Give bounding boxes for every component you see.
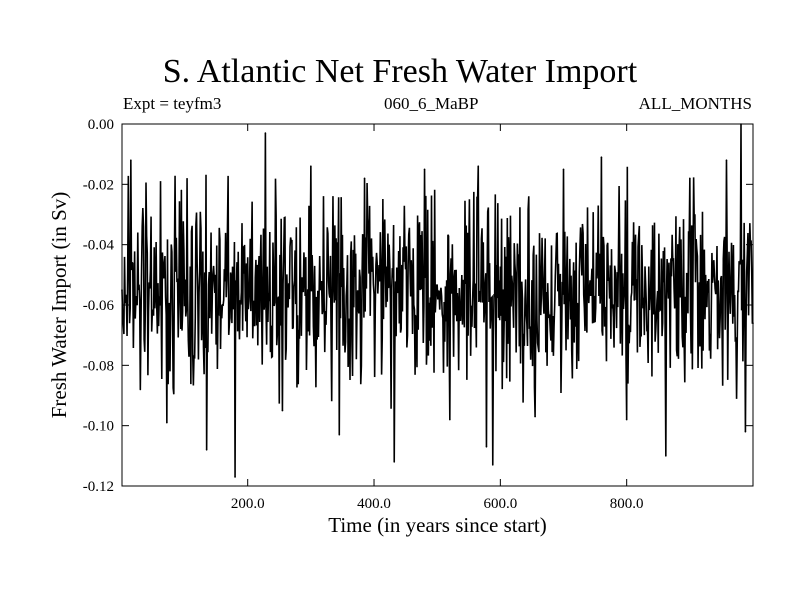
data-point (744, 430, 747, 433)
data-point (205, 449, 208, 451)
data-point (166, 421, 168, 424)
months-label: ALL_MONTHS (638, 94, 752, 113)
data-point (600, 156, 603, 158)
data-point (180, 189, 183, 192)
y-tick-label: -0.12 (83, 479, 114, 495)
y-axis-label: Fresh Water Import (in Sv) (47, 192, 71, 419)
plot-layer (121, 123, 754, 478)
data-point (139, 388, 142, 391)
x-tick-label: 200.0 (231, 496, 265, 512)
data-point (310, 165, 312, 168)
x-tick-label: 800.0 (610, 496, 644, 512)
y-tick-label: 0.00 (88, 117, 114, 133)
data-point (363, 177, 366, 180)
data-point (130, 159, 132, 161)
data-point (393, 461, 396, 463)
data-point (665, 455, 667, 457)
run-label: 060_6_MaBP (384, 94, 479, 113)
data-point (562, 168, 565, 171)
data-point (264, 132, 267, 134)
data-point (234, 476, 236, 478)
y-tick-label: -0.02 (83, 177, 114, 193)
x-tick-label: 400.0 (357, 496, 391, 512)
data-point (491, 464, 494, 466)
data-point (625, 418, 628, 421)
data-point (281, 409, 284, 412)
x-axis-label: Time (in years since start) (328, 513, 547, 537)
y-tick-label: -0.10 (83, 419, 114, 435)
axes-layer: 0.00 -0.02 -0.04 -0.06 -0.08 -0.10 -0.12 200.0 4… (83, 117, 753, 512)
y-tick-label: -0.04 (83, 238, 115, 254)
data-point (449, 418, 451, 421)
data-point (689, 177, 691, 180)
x-tick-label: 600.0 (483, 496, 517, 512)
data-point (534, 415, 536, 418)
data-point (477, 165, 480, 168)
data-point (338, 433, 341, 436)
data-point (485, 445, 488, 448)
chart-title: S. Atlantic Net Fresh Water Import (162, 53, 638, 90)
y-tick-label: -0.06 (83, 298, 115, 314)
data-point (423, 168, 426, 171)
series-line (121, 123, 754, 477)
y-tick-label: -0.08 (83, 358, 114, 374)
data-point (725, 159, 728, 161)
experiment-label: Expt = teyfm3 (123, 94, 222, 113)
